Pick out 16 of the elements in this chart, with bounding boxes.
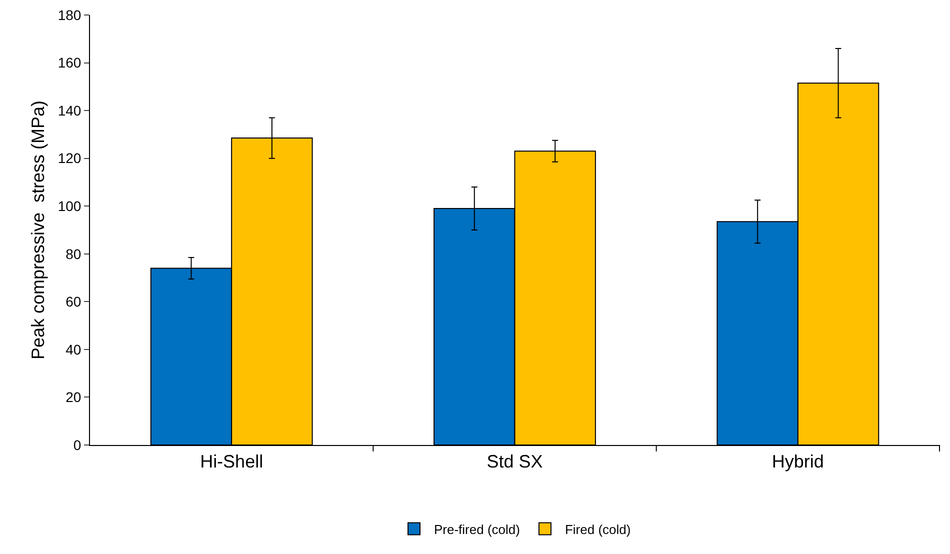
y-tick-label: 160 xyxy=(58,54,82,71)
y-tick-label: 80 xyxy=(66,246,82,262)
y-tick-label: 140 xyxy=(58,102,82,118)
y-tick-label: 100 xyxy=(58,198,82,214)
legend-label: Fired (cold) xyxy=(564,522,631,537)
y-tick-label: 60 xyxy=(66,294,82,310)
legend-label: Pre-fired (cold) xyxy=(434,522,520,537)
y-tick-label: 20 xyxy=(66,389,82,406)
y-tick-label: 180 xyxy=(58,6,82,23)
x-tick-label: Hybrid xyxy=(772,452,824,472)
x-tick-label: Hi-Shell xyxy=(200,452,264,472)
y-tick-label: 120 xyxy=(58,150,82,166)
x-tick-label: Std SX xyxy=(486,452,543,472)
y-axis-title: Peak compressive stress (MPa) xyxy=(28,100,48,360)
y-tick-label: 40 xyxy=(66,341,82,358)
y-tick-label: 0 xyxy=(73,436,82,453)
